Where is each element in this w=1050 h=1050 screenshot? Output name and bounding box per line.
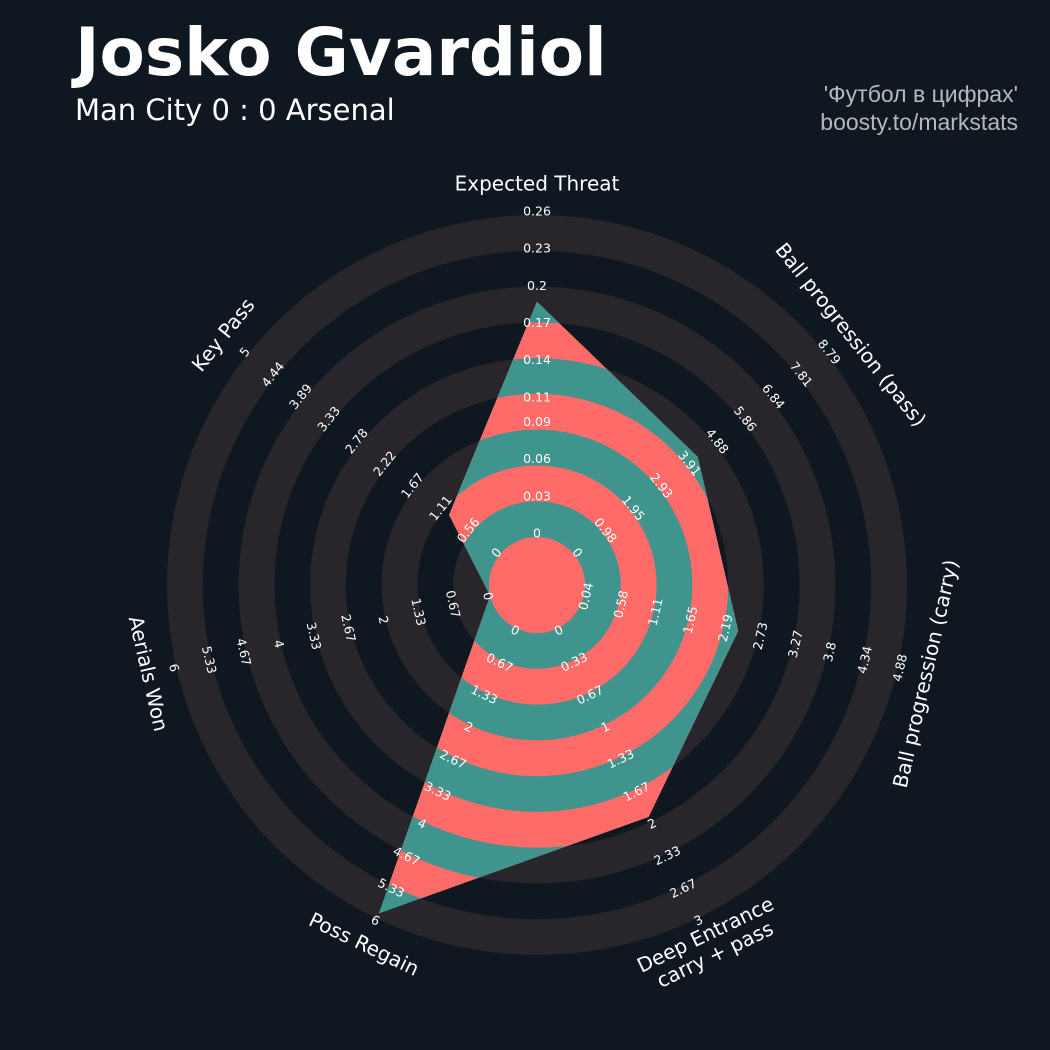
tick-label: 0: [533, 526, 541, 541]
tick-label: 0.58: [610, 589, 631, 620]
tick-label: 0.09: [523, 414, 551, 429]
tick-label: 1.11: [645, 597, 666, 627]
tick-label: 0.03: [523, 488, 551, 503]
tick-label: 1.33: [408, 597, 429, 627]
tick-label: 0.14: [523, 352, 551, 367]
chart-subtitle: Man City 0 : 0 Arsenal: [75, 93, 395, 127]
tick-label: 3.8: [820, 640, 839, 663]
tick-label: 0.11: [523, 389, 551, 404]
axis-label: Expected Threat: [455, 172, 620, 196]
tick-label: 4: [271, 638, 287, 649]
credit: 'Футбол в цифрах': [824, 81, 1018, 107]
tick-label: 0.2: [527, 278, 547, 293]
tick-label: 0.06: [523, 451, 551, 466]
tick-label: 0.26: [523, 204, 551, 219]
tick-label: 0.17: [523, 315, 551, 330]
tick-label: 2.73: [750, 621, 771, 651]
tick-label: 5.33: [199, 645, 220, 675]
tick-label: 0.67: [443, 589, 464, 619]
tick-label: 6: [166, 662, 182, 673]
tick-label: 4.34: [854, 645, 875, 676]
tick-label: 0.23: [523, 241, 551, 256]
radar-ring: [489, 537, 585, 633]
credit: boosty.to/markstats: [820, 109, 1018, 135]
tick-label: 3.33: [304, 621, 325, 651]
chart-title: Josko Gvardiol: [71, 14, 607, 91]
tick-label: 4.88: [889, 653, 910, 684]
tick-label: 2: [375, 614, 391, 625]
tick-label: 1.65: [680, 605, 701, 635]
tick-label: 2.67: [338, 613, 359, 643]
tick-label: 3.27: [785, 629, 806, 659]
tick-label: 4.67: [234, 637, 255, 667]
tick-label: 0: [480, 591, 496, 602]
tick-label: 2.19: [715, 613, 736, 644]
tick-label: 0.04: [575, 581, 596, 612]
